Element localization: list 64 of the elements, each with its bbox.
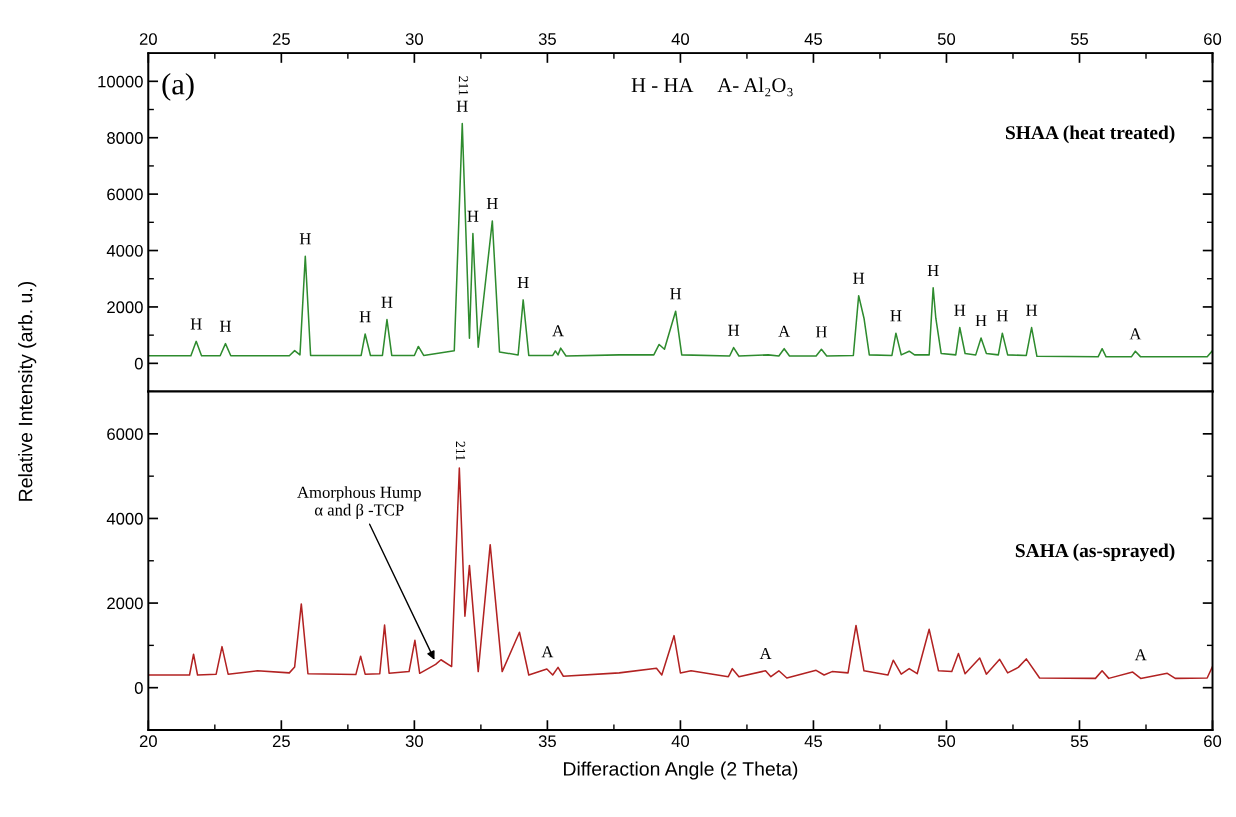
annotation: H [975, 315, 987, 327]
annotation: 211 [455, 441, 466, 461]
line-series [148, 467, 1213, 680]
x-tick-label: 55 [1070, 735, 1089, 748]
x2-tick-label: 40 [671, 33, 690, 45]
annotation: H [467, 210, 479, 222]
y-tick-label: 6000 [107, 428, 143, 441]
annotation: H - HA A- Al₂O₃ [631, 77, 793, 97]
annotation: H [890, 310, 902, 322]
x-tick-label: 60 [1204, 735, 1222, 748]
line-series [148, 122, 1213, 358]
x2-tick-label: 20 [139, 33, 157, 45]
text: SAHA (as-sprayed) [1015, 543, 1175, 562]
annotation: H [359, 311, 371, 323]
annotation: H [190, 318, 202, 330]
annotation: A [552, 325, 564, 337]
x2-tick-label: 60 [1204, 33, 1222, 45]
x2-tick-label: 45 [804, 33, 823, 45]
annotation: H [927, 264, 939, 276]
x-tick-label: 45 [804, 735, 823, 748]
y-tick-label: 10000 [98, 75, 143, 88]
annotation: H [381, 296, 393, 308]
x2-tick-label: 35 [538, 33, 556, 45]
y-tick-label: 6000 [107, 188, 143, 201]
annotation: H [996, 310, 1008, 322]
x-tick-label: 20 [139, 735, 157, 748]
x2-tick-label: 55 [1070, 33, 1089, 45]
y-tick-label: 0 [134, 357, 143, 370]
annotation: H [299, 233, 311, 245]
x2-tick-label: 25 [272, 33, 290, 45]
annotation: H [728, 324, 740, 336]
annotation: A [1134, 649, 1147, 661]
y-tick-label: 2000 [107, 597, 143, 610]
text: SHAA (heat treated) [1006, 125, 1175, 144]
x-tick-label: 35 [538, 735, 556, 748]
x-tick-label: 30 [405, 735, 423, 748]
y-axis-title: Relative Intensity (arb. u.) [18, 281, 37, 501]
annotation: A [1129, 328, 1142, 340]
annotation: 211 [458, 76, 469, 95]
annotation: H [219, 320, 231, 332]
annotation: (a) [162, 73, 194, 101]
annotation: A [759, 647, 772, 659]
annotation: H [517, 277, 529, 288]
annotation: A [541, 646, 554, 658]
y-tick-label: 8000 [107, 132, 143, 144]
annotation: H [670, 288, 682, 300]
x-tick-label: 50 [937, 735, 956, 748]
y-tick-label: 2000 [107, 301, 143, 314]
annotation: H [853, 272, 865, 284]
x-axis-title: Differaction Angle (2 Theta) [564, 761, 798, 780]
x-tick-label: 25 [272, 735, 290, 748]
annotation: H [456, 100, 468, 112]
y-tick-label: 4000 [106, 244, 143, 257]
x-tick-label: 40 [671, 735, 690, 748]
annotation: H [486, 198, 498, 210]
annotation: H [1026, 304, 1038, 316]
y-tick-label: 4000 [106, 512, 143, 525]
annotation: Amorphous Hump α and β -TCP [297, 486, 421, 519]
y-tick-label: 0 [134, 682, 143, 694]
annotation: H [815, 326, 827, 338]
annotation: A [778, 325, 791, 337]
x2-tick-label: 50 [937, 33, 956, 45]
x2-tick-label: 30 [405, 33, 423, 45]
annotation: H [954, 304, 966, 316]
